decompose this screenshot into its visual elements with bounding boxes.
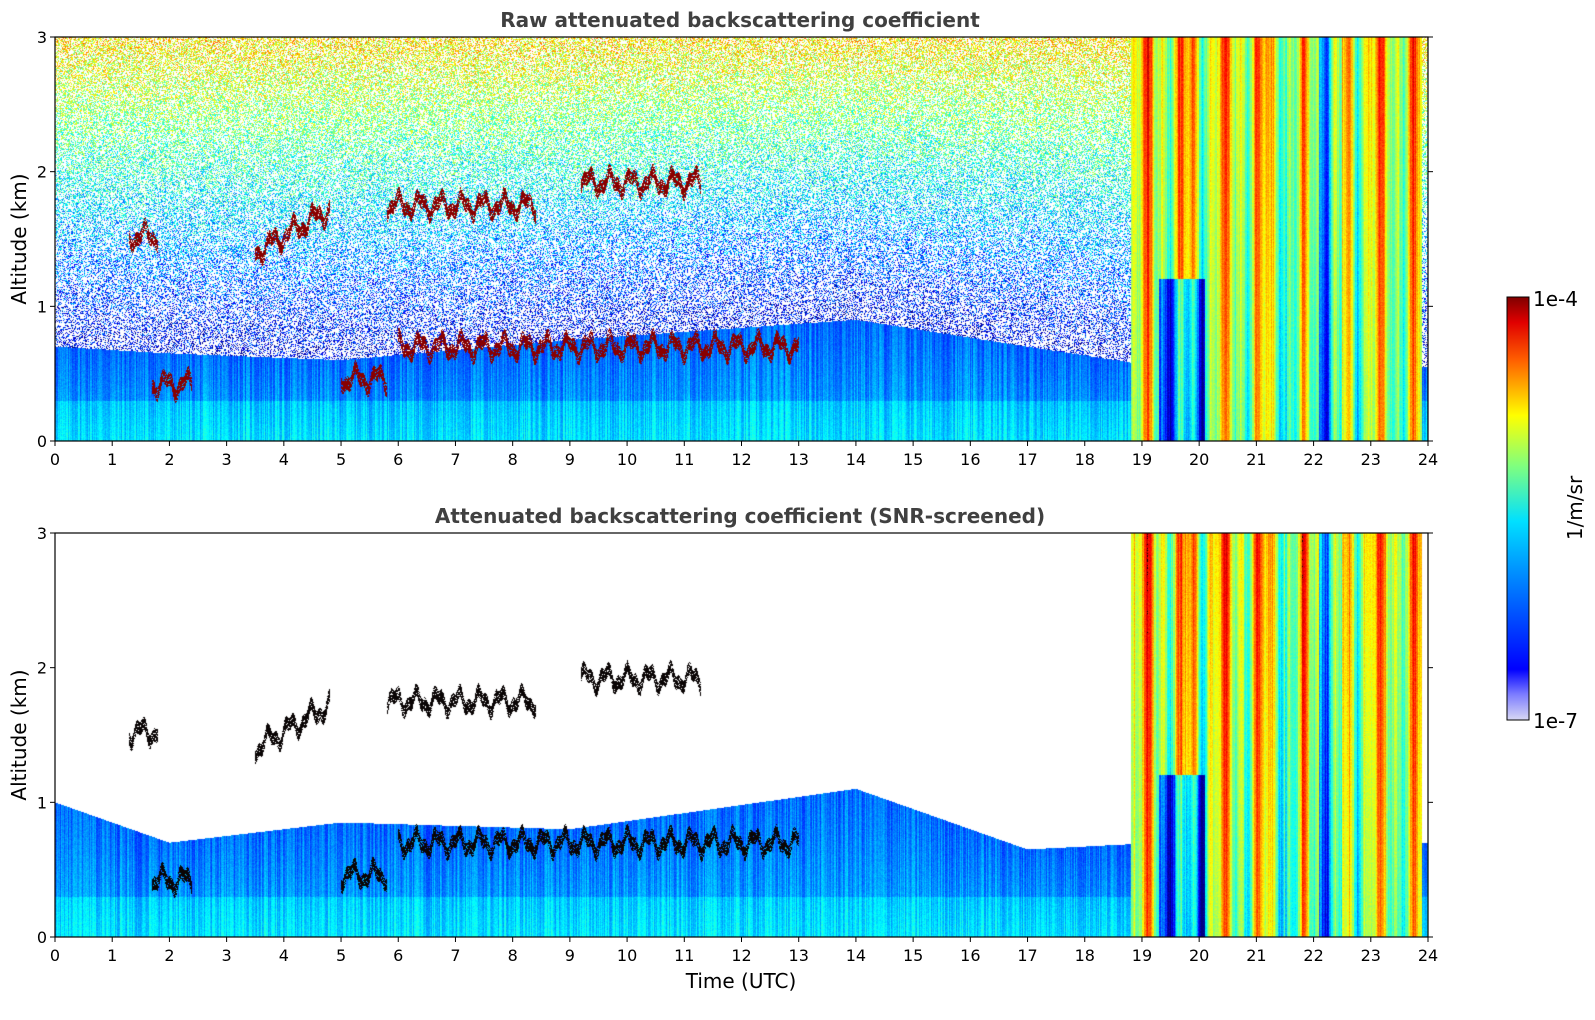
- heatmap-screened: [55, 533, 1428, 937]
- x-tick-label: 5: [336, 450, 346, 469]
- axes-raw: 0 1 2 3 4 5 6 7 8 9 10 11 12 13 14 15 16 17 18 19 20 21 22 23 24…: [37, 28, 1438, 469]
- x-tick-label: 18: [1075, 450, 1095, 469]
- axes-screened: 0 1 2 3 4 5 6 7 8 9 10 11 12 13 14 15 16 17 18 19 20 21 22 23 24…: [37, 524, 1438, 965]
- x-tick-label: 15: [903, 946, 923, 965]
- x-tick-label: 23: [1361, 450, 1381, 469]
- x-tick-label: 12: [731, 946, 751, 965]
- chart-title: Attenuated backscattering coefficient (S…: [435, 504, 1045, 528]
- x-tick-label: 17: [1017, 450, 1037, 469]
- x-tick-label: 22: [1303, 450, 1323, 469]
- x-tick-label: 23: [1361, 946, 1381, 965]
- x-tick-label: 2: [164, 946, 174, 965]
- x-tick-label: 20: [1189, 450, 1209, 469]
- x-tick-label: 21: [1246, 946, 1266, 965]
- x-tick-label: 20: [1189, 946, 1209, 965]
- colorbar-max-label: 1e-4: [1533, 287, 1578, 311]
- x-tick-label: 14: [846, 450, 866, 469]
- x-tick-label: 1: [107, 450, 117, 469]
- y-axis-label: Altitude (km): [7, 669, 31, 800]
- x-tick-label: 10: [617, 450, 637, 469]
- x-tick-label: 11: [674, 450, 694, 469]
- x-tick-label: 19: [1132, 450, 1152, 469]
- x-tick-label: 16: [960, 450, 980, 469]
- chart-title: Raw attenuated backscattering coefficien…: [500, 8, 980, 32]
- colorbar-unit-label: 1/m/sr: [1563, 475, 1587, 540]
- x-tick-label: 17: [1017, 946, 1037, 965]
- x-tick-label: 24: [1418, 450, 1438, 469]
- x-axis-label: Time (UTC): [685, 969, 797, 993]
- x-tick-label: 4: [279, 450, 289, 469]
- x-tick-label: 2: [164, 450, 174, 469]
- x-tick-label: 4: [279, 946, 289, 965]
- chart-panel-raw: Raw attenuated backscattering coefficien…: [7, 8, 1438, 469]
- x-tick-label: 9: [565, 450, 575, 469]
- x-tick-label: 15: [903, 450, 923, 469]
- y-axis-label: Altitude (km): [7, 173, 31, 304]
- y-tick-label: 3: [37, 28, 47, 47]
- x-tick-label: 8: [508, 450, 518, 469]
- y-tick-label: 2: [37, 659, 47, 678]
- x-tick-label: 6: [393, 946, 403, 965]
- y-tick-label: 1: [37, 793, 47, 812]
- x-tick-label: 13: [789, 946, 809, 965]
- x-tick-label: 12: [731, 450, 751, 469]
- x-tick-label: 3: [222, 450, 232, 469]
- x-tick-label: 11: [674, 946, 694, 965]
- colorbar-min-label: 1e-7: [1533, 709, 1578, 733]
- y-tick-label: 2: [37, 163, 47, 182]
- x-tick-label: 8: [508, 946, 518, 965]
- x-tick-label: 0: [50, 450, 60, 469]
- x-tick-label: 3: [222, 946, 232, 965]
- heatmap-raw: [55, 37, 1428, 441]
- x-tick-label: 21: [1246, 450, 1266, 469]
- y-tick-label: 3: [37, 524, 47, 543]
- x-tick-label: 9: [565, 946, 575, 965]
- y-tick-label: 0: [37, 432, 47, 451]
- x-tick-label: 16: [960, 946, 980, 965]
- x-tick-label: 24: [1418, 946, 1438, 965]
- y-tick-label: 0: [37, 928, 47, 947]
- x-tick-label: 14: [846, 946, 866, 965]
- x-tick-label: 18: [1075, 946, 1095, 965]
- y-tick-label: 1: [37, 297, 47, 316]
- colorbar-gradient: [1506, 296, 1530, 721]
- x-tick-label: 7: [450, 946, 460, 965]
- x-tick-label: 7: [450, 450, 460, 469]
- x-tick-label: 13: [789, 450, 809, 469]
- colorbar: 1e-4 1e-7 1/m/sr: [1506, 287, 1587, 733]
- x-tick-label: 19: [1132, 946, 1152, 965]
- x-tick-label: 5: [336, 946, 346, 965]
- x-tick-label: 10: [617, 946, 637, 965]
- x-tick-label: 1: [107, 946, 117, 965]
- chart-panel-screened: Attenuated backscattering coefficient (S…: [7, 504, 1438, 993]
- x-tick-label: 6: [393, 450, 403, 469]
- x-tick-label: 22: [1303, 946, 1323, 965]
- x-tick-label: 0: [50, 946, 60, 965]
